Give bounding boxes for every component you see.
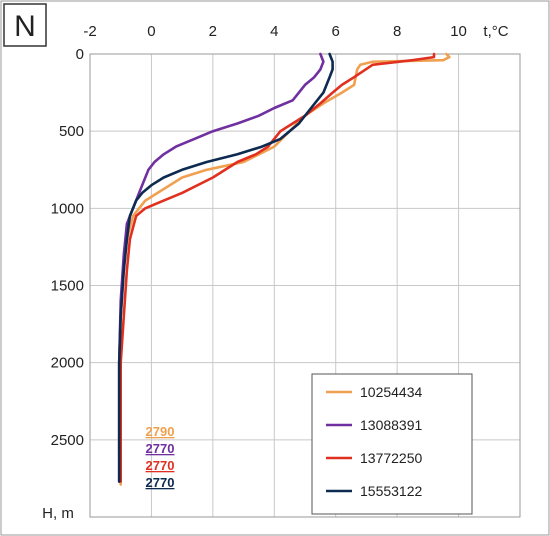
x-tick-label: 0 bbox=[147, 23, 155, 40]
series-line-15553122 bbox=[117, 52, 334, 483]
plot-frame bbox=[89, 53, 521, 518]
y-tick-label: 2000 bbox=[51, 355, 84, 372]
x-tick-label: 4 bbox=[270, 23, 278, 40]
y-tick-label: 0 bbox=[76, 46, 84, 63]
x-tick-label: 10 bbox=[450, 23, 467, 40]
x-tick-label: -2 bbox=[83, 23, 96, 40]
y-tick-label: 1500 bbox=[51, 278, 84, 295]
legend-label: 15553122 bbox=[360, 483, 423, 499]
y-tick-label: 500 bbox=[59, 123, 84, 140]
y-tick-label: 2500 bbox=[51, 432, 84, 449]
depth-labels-layer: 2790 2770 2770 2770 bbox=[146, 424, 175, 490]
x-tick-label: 2 bbox=[209, 23, 217, 40]
legend-label: 10254434 bbox=[360, 384, 423, 400]
panel-label: N bbox=[14, 10, 36, 43]
legend-layer: 10254434 13088391 13772250 15553122 bbox=[311, 373, 473, 515]
y-axis-title: H, m bbox=[42, 505, 74, 522]
x-axis-title: t,°C bbox=[483, 23, 508, 40]
series-line-13772250 bbox=[119, 52, 436, 483]
legend-label: 13772250 bbox=[360, 450, 423, 466]
axis-layer: -2 0 2 4 6 8 10 0 500 1000 1500 2000 2500 bbox=[51, 23, 467, 449]
y-tick-label: 1000 bbox=[51, 200, 84, 217]
max-depth-label: 2790 bbox=[146, 424, 175, 439]
panel-label-box bbox=[3, 3, 47, 47]
legend-label: 13088391 bbox=[360, 417, 423, 433]
max-depth-label: 2770 bbox=[146, 441, 175, 456]
max-depth-label: 2770 bbox=[146, 475, 175, 490]
x-tick-label: 6 bbox=[332, 23, 340, 40]
max-depth-label: 2770 bbox=[146, 458, 175, 473]
x-tick-label: 8 bbox=[393, 23, 401, 40]
series-layer bbox=[117, 52, 451, 486]
